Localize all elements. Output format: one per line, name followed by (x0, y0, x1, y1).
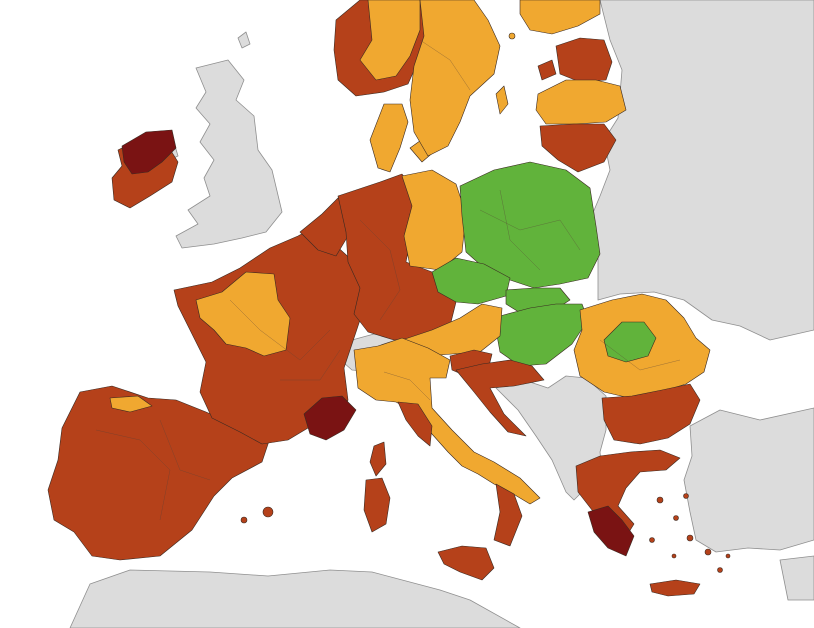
island-dot (725, 553, 731, 559)
north-africa (69, 569, 521, 628)
region-romania-centre (603, 321, 657, 363)
region-italy-south (397, 401, 433, 447)
eu-regions (47, 0, 711, 597)
region-germany-northeast (401, 169, 467, 271)
island-dot (673, 515, 679, 521)
region-norway-inland (359, 0, 421, 81)
region-italy-calabria (493, 483, 523, 547)
island-dot (717, 567, 723, 573)
island-dot (671, 553, 677, 559)
island-dot (649, 537, 655, 543)
region-crete (649, 579, 701, 597)
islands (240, 32, 731, 573)
region-sicily (437, 545, 495, 581)
region-bulgaria (601, 383, 701, 445)
region-poland (459, 161, 601, 289)
island-dot (656, 496, 664, 504)
region-denmark (369, 103, 409, 173)
region-latvia (535, 79, 627, 125)
island-dot (262, 506, 274, 518)
region-saaremaa (537, 59, 557, 81)
region-corsica (369, 441, 387, 477)
non-eu-land (69, 0, 814, 628)
turkey (683, 407, 814, 553)
region-france-south-coast (303, 395, 357, 441)
region-greece-south (587, 505, 635, 557)
uk-mainland (175, 59, 283, 249)
internal-borders (95, 39, 681, 521)
island-dot (240, 516, 248, 524)
region-lithuania (539, 123, 617, 173)
region-croatia (455, 359, 545, 437)
region-estonia (555, 37, 613, 83)
island-dot (683, 493, 689, 499)
region-iberia (47, 385, 271, 561)
region-france-bordeaux (109, 395, 153, 413)
island-dot (704, 548, 712, 556)
region-gotland (495, 85, 509, 115)
region-finland-south (519, 0, 601, 35)
region-hungary (495, 303, 589, 367)
corsica-grey-strip (779, 555, 814, 601)
region-sweden (409, 0, 501, 157)
iceland-shetland (237, 31, 251, 49)
belarus-ukraine-russia (589, 0, 814, 341)
region-sardinia (363, 477, 391, 533)
island-dot (508, 32, 516, 40)
island-dot (686, 534, 694, 542)
region-ireland-northwest (121, 129, 177, 175)
